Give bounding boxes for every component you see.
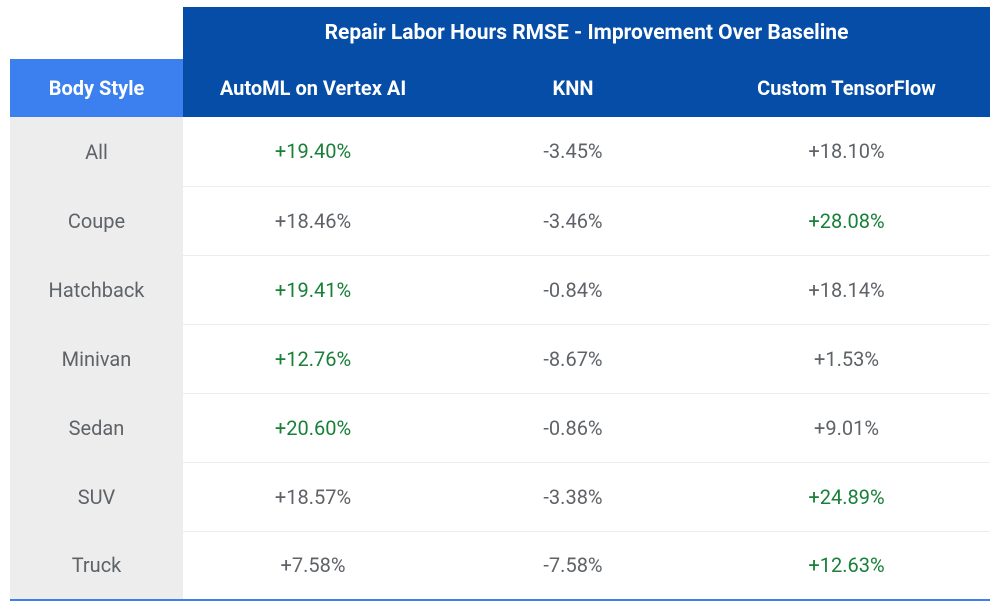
- data-cell: +18.10%: [703, 117, 990, 186]
- data-cell: -3.45%: [443, 117, 703, 186]
- row-label: Hatchback: [10, 255, 183, 324]
- table-body: All+19.40%-3.45%+18.10%Coupe+18.46%-3.46…: [10, 117, 990, 600]
- table-row: Hatchback+19.41%-0.84%+18.14%: [10, 255, 990, 324]
- col-header: Custom TensorFlow: [703, 59, 990, 117]
- data-cell: -3.46%: [443, 186, 703, 255]
- data-cell: +18.14%: [703, 255, 990, 324]
- span-header: Repair Labor Hours RMSE - Improvement Ov…: [183, 7, 990, 59]
- row-label: All: [10, 117, 183, 186]
- table-row: SUV+18.57%-3.38%+24.89%: [10, 462, 990, 531]
- table-row: Sedan+20.60%-0.86%+9.01%: [10, 393, 990, 462]
- table-row: Coupe+18.46%-3.46%+28.08%: [10, 186, 990, 255]
- data-cell: +7.58%: [183, 531, 443, 600]
- data-cell: +12.76%: [183, 324, 443, 393]
- data-cell: +24.89%: [703, 462, 990, 531]
- data-cell: -8.67%: [443, 324, 703, 393]
- data-cell: +20.60%: [183, 393, 443, 462]
- data-cell: -0.84%: [443, 255, 703, 324]
- col-header: AutoML on Vertex AI: [183, 59, 443, 117]
- table-row: Truck+7.58%-7.58%+12.63%: [10, 531, 990, 600]
- table-row: All+19.40%-3.45%+18.10%: [10, 117, 990, 186]
- row-label: SUV: [10, 462, 183, 531]
- table-row: Minivan+12.76%-8.67%+1.53%: [10, 324, 990, 393]
- row-label: Minivan: [10, 324, 183, 393]
- data-cell: +18.57%: [183, 462, 443, 531]
- data-cell: +28.08%: [703, 186, 990, 255]
- row-header-label: Body Style: [10, 59, 183, 117]
- table-header-row-cols: Body Style AutoML on Vertex AIKNNCustom …: [10, 59, 990, 117]
- data-cell: +12.63%: [703, 531, 990, 600]
- data-cell: +18.46%: [183, 186, 443, 255]
- data-cell: +1.53%: [703, 324, 990, 393]
- col-header: KNN: [443, 59, 703, 117]
- data-cell: -0.86%: [443, 393, 703, 462]
- data-cell: +19.40%: [183, 117, 443, 186]
- data-cell: +9.01%: [703, 393, 990, 462]
- rmse-table-container: Repair Labor Hours RMSE - Improvement Ov…: [0, 0, 1000, 601]
- row-label: Coupe: [10, 186, 183, 255]
- data-cell: +19.41%: [183, 255, 443, 324]
- data-cell: -3.38%: [443, 462, 703, 531]
- row-label: Truck: [10, 531, 183, 600]
- rmse-table: Repair Labor Hours RMSE - Improvement Ov…: [10, 7, 990, 601]
- data-cell: -7.58%: [443, 531, 703, 600]
- corner-blank-cell: [10, 7, 183, 59]
- row-label: Sedan: [10, 393, 183, 462]
- table-header-row-span: Repair Labor Hours RMSE - Improvement Ov…: [10, 7, 990, 59]
